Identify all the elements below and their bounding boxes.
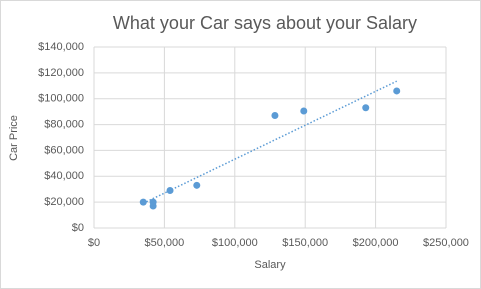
point [139, 198, 147, 206]
trendline [142, 80, 398, 204]
y-tick-label: $120,000 [38, 67, 84, 79]
y-tick-label: $140,000 [38, 41, 84, 53]
y-tick-label: $0 [72, 222, 84, 234]
x-tick-label: $100,000 [212, 237, 258, 249]
x-tick-label: $150,000 [282, 237, 328, 249]
x-axis-title: Salary [254, 259, 286, 271]
x-tick-label: $250,000 [423, 237, 469, 249]
x-tick-label: $50,000 [145, 237, 185, 249]
point [271, 112, 279, 120]
y-tick-label: $40,000 [44, 170, 84, 182]
point [300, 107, 308, 115]
chart-title: What your Car says about your Salary [113, 13, 417, 33]
y-axis-title: Car Price [8, 115, 20, 161]
y-tick-label: $80,000 [44, 118, 84, 130]
y-tick-label: $60,000 [44, 144, 84, 156]
point [166, 187, 174, 195]
point [362, 104, 370, 112]
point [393, 87, 401, 95]
y-tick-label: $20,000 [44, 196, 84, 208]
x-tick-label: $0 [88, 237, 100, 249]
y-tick-label: $100,000 [38, 93, 84, 105]
x-tick-label: $200,000 [353, 237, 399, 249]
point [193, 181, 201, 189]
point [149, 202, 157, 210]
